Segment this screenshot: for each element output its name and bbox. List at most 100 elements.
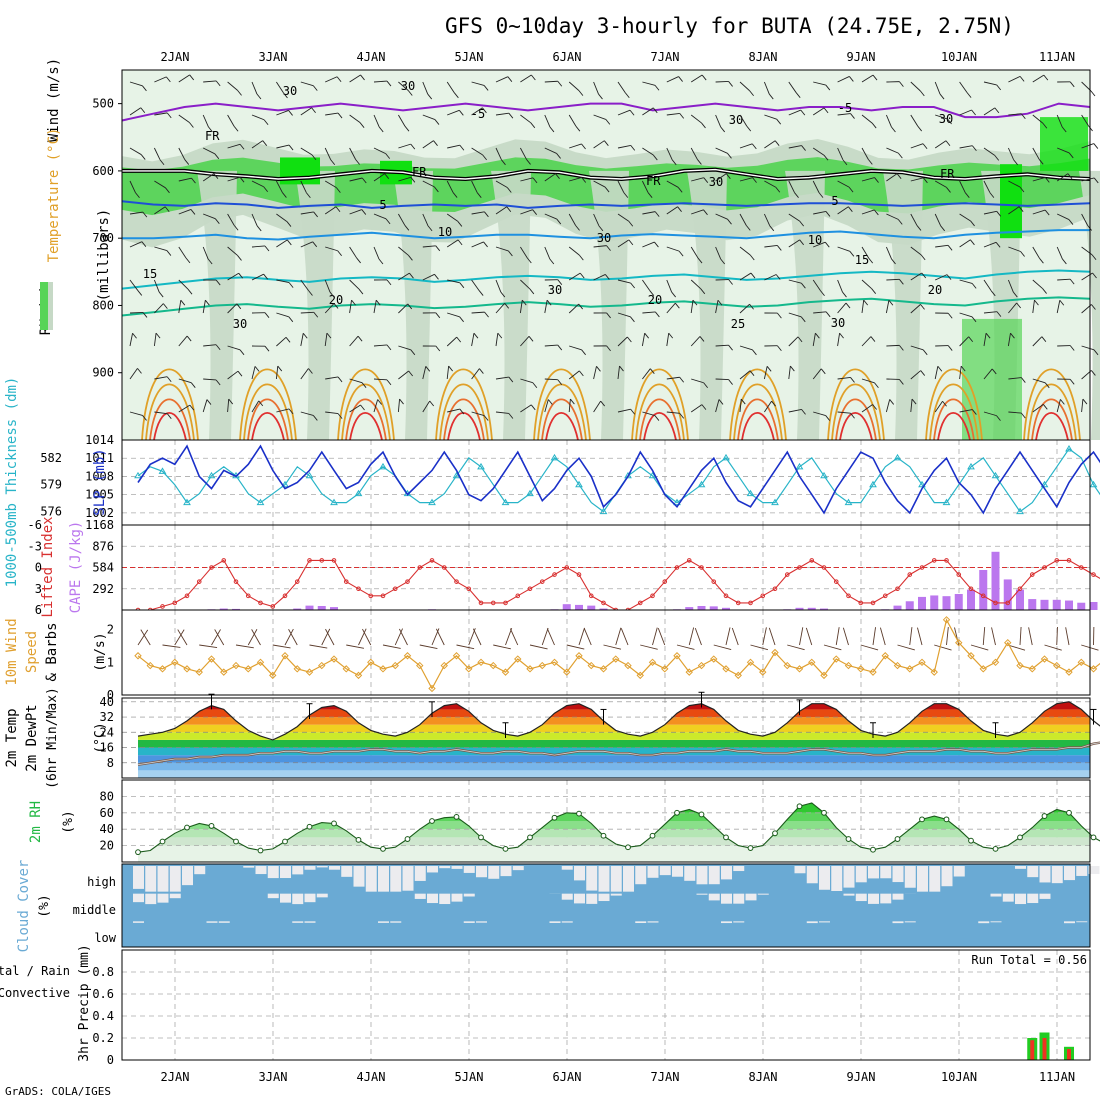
wind-barb [910,114,919,127]
wind-barb-flag [163,303,168,309]
10m-wind-barb [1065,627,1070,646]
wind-barb [837,76,850,83]
10m-wind-point [244,665,252,673]
wind-barb-flag [228,398,234,405]
10m-wind-barb [982,627,986,646]
rh2-panel-frame [121,779,1091,863]
thickness-marker [379,462,387,470]
cloud-cell [855,893,867,902]
wind-barb-flag [581,143,586,150]
cloud-cell [1027,893,1039,904]
wind-barb [227,399,230,413]
temperature-loop [933,398,975,441]
wind-barb [227,114,235,127]
wind-barb [617,109,631,116]
10m-wind-point [857,665,865,673]
wind-barb-flag [312,85,318,91]
wind-barb-flag [483,241,488,248]
wind-barb-flag [728,279,733,285]
wind-barb-flag [457,239,463,246]
precip-tick-label: 0.2 [92,1031,114,1045]
wind-barb [593,245,607,248]
wind-barb [276,336,287,347]
cloud-cell [990,921,1002,923]
10m-wind-point [918,658,926,667]
wind-barb [617,366,620,380]
wind-barb-flag [264,312,270,318]
wind-barb-flag [483,85,489,91]
wind-barb [593,114,606,120]
10m-wind-barb [177,629,188,646]
wind-barb [129,180,136,193]
wind-barb [959,312,973,318]
wind-barb-flag [623,192,629,198]
wind-barb-flag [1092,272,1097,279]
wind-barb [325,112,339,116]
isotherm-label: 25 [731,317,745,331]
li-tick-label: 3 [35,582,42,596]
10m-wind-barb [823,644,842,651]
wind-barb [178,378,192,384]
thickness-tick-label: 579 [40,478,62,492]
wind-barb-flag [728,344,733,351]
wind-barb [544,147,557,154]
wind-barb [520,147,527,160]
lifted-index-point [1017,586,1023,592]
wind-barb [129,333,133,347]
wind-barb [910,177,924,182]
wind-barb-flag [692,299,698,306]
wind-barb [593,274,606,281]
wind-barb-flag [1021,412,1026,419]
slp-axis-label: SLP (mb) [92,448,108,515]
wind-barb-flag [547,399,553,405]
10m-wind-point [342,665,350,673]
wind-barb-flag [668,332,674,339]
wind-barb [691,209,704,215]
wind-barb [324,180,337,189]
upper-wind-barbs [129,74,1099,421]
rh2-point [208,823,215,829]
wind-barb-flag [701,74,707,81]
10m-wind-point [1028,665,1036,673]
wind-barb [324,303,335,314]
wind-barb-flag [964,192,970,198]
10m-wind-barb [909,627,913,646]
lifted-index-point [429,558,435,563]
thickness-tick-label: 576 [40,505,62,519]
freezing-level-label: FR [646,174,661,188]
10m-wind-point [599,665,608,673]
rh2-point [306,823,313,830]
wind-barb [568,370,580,380]
cloud-cell [255,866,267,875]
wind-barb [300,180,307,193]
wind-barb-flag [794,192,799,198]
10m-wind-point [624,661,632,670]
wind-barb [276,110,289,116]
10m-wind-point [832,655,840,663]
wind-barb [1008,377,1022,380]
wind-barb [642,411,656,416]
wind-barb-flag [302,332,308,339]
wind-barb-flag [508,376,514,383]
wind-barb [251,140,263,149]
slp-line [137,444,1100,515]
wind-barb-flag [871,288,877,294]
wind-barb [227,143,241,149]
thickness-marker [526,489,534,497]
wind-barb [910,304,921,314]
wind-barb-flag [1038,159,1044,165]
wind-barb-flag [920,254,926,261]
wind-barb [1032,336,1043,347]
rh-contour-label: 30 [597,231,611,245]
wind-barb [666,246,680,252]
cloud-cell [280,893,291,903]
cloud-cell [304,921,316,923]
10m-wind-barb [346,644,365,649]
wind-barb [520,335,530,347]
wind-barb [349,246,357,259]
rh-contour-label: 30 [233,317,247,331]
precip-convective-label: Convective [0,986,70,1000]
lifted-index-point [1091,572,1096,577]
cape-bar [918,596,926,610]
cloud-cell [733,866,745,872]
